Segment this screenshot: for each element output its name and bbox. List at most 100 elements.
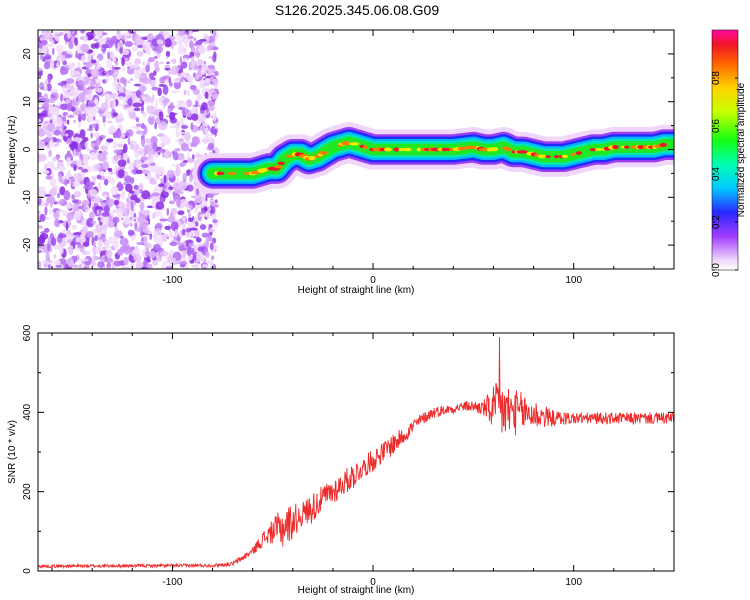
noise-blob: [140, 237, 144, 243]
noise-blob: [172, 257, 177, 266]
noise-blob: [122, 67, 126, 72]
noise-blob: [132, 47, 136, 52]
noise-blob: [184, 131, 191, 141]
noise-blob: [71, 203, 80, 213]
noise-blob: [61, 52, 67, 55]
noise-blob: [162, 84, 169, 95]
noise-blob: [158, 121, 168, 131]
noise-blob: [117, 159, 127, 167]
noise-blob: [171, 66, 175, 75]
noise-blob: [183, 37, 188, 41]
noise-blob: [62, 84, 66, 93]
noise-blob: [168, 231, 173, 238]
noise-blob: [44, 126, 48, 130]
noise-blob: [208, 56, 213, 60]
noise-blob: [127, 136, 131, 145]
noise-blob: [154, 56, 158, 59]
snr-x-tick-label: 0: [370, 577, 376, 588]
noise-blob: [125, 132, 131, 137]
noise-blob: [201, 79, 205, 89]
noise-blob: [66, 119, 70, 125]
noise-blob: [43, 137, 52, 143]
noise-blob: [98, 170, 106, 176]
noise-blob: [55, 264, 63, 268]
noise-blob: [38, 187, 45, 197]
noise-blob: [73, 119, 77, 123]
spectrogram-x-tick-label: -100: [162, 275, 182, 286]
noise-blob: [54, 116, 63, 127]
noise-blob: [78, 166, 83, 170]
noise-blob: [174, 148, 181, 152]
noise-blob: [207, 133, 214, 137]
noise-blob: [211, 255, 215, 261]
noise-blob: [53, 210, 60, 220]
noise-blob: [149, 157, 154, 164]
noise-blob: [197, 246, 205, 252]
noise-blob: [93, 241, 97, 247]
noise-blob: [72, 199, 79, 204]
noise-blob: [208, 136, 213, 144]
noise-blob: [70, 232, 74, 239]
noise-blob: [89, 189, 98, 198]
noise-blob: [89, 106, 97, 117]
noise-blob: [55, 210, 63, 213]
ridge-hotspot: [570, 152, 576, 156]
noise-blob: [176, 197, 181, 208]
noise-blob: [122, 32, 132, 37]
noise-blob: [125, 61, 134, 67]
noise-blob: [113, 260, 122, 267]
noise-blob: [193, 186, 197, 197]
noise-blob: [91, 123, 97, 128]
noise-blob: [93, 33, 97, 37]
noise-blob: [81, 113, 86, 121]
noise-blob: [141, 266, 147, 269]
ridge-hotspot: [349, 142, 360, 146]
noise-blob: [39, 54, 44, 60]
noise-blob: [158, 84, 166, 87]
noise-blob: [80, 30, 86, 34]
noise-blob: [42, 102, 50, 110]
noise-blob: [75, 50, 78, 59]
noise-blob: [156, 39, 164, 45]
spectrogram-y-axis-label: Frequency (Hz): [7, 116, 18, 185]
noise-blob: [183, 89, 187, 96]
noise-blob: [143, 235, 148, 245]
noise-blob: [107, 262, 112, 269]
noise-blob: [103, 70, 112, 74]
noise-blob: [66, 138, 72, 145]
noise-blob: [140, 232, 144, 237]
noise-blob: [127, 66, 131, 70]
noise-blob: [179, 56, 183, 65]
noise-blob: [77, 244, 85, 249]
noise-blob: [89, 102, 96, 107]
noise-blob: [174, 229, 178, 239]
noise-blob: [89, 80, 95, 88]
noise-blob: [67, 169, 71, 177]
noise-blob: [85, 93, 94, 101]
ridge-hotspot: [553, 154, 559, 159]
ridge-hotspot: [575, 151, 583, 155]
noise-blob: [44, 30, 52, 40]
noise-blob: [202, 264, 209, 268]
colorbar: [711, 29, 739, 271]
noise-blob: [85, 147, 91, 152]
colorbar-label: Normalized spectral amplitude: [736, 82, 747, 217]
noise-blob: [157, 166, 165, 175]
noise-blob: [157, 87, 162, 97]
noise-blob: [162, 238, 167, 242]
noise-blob: [108, 168, 113, 173]
noise-blob: [59, 103, 69, 111]
noise-blob: [151, 93, 155, 102]
noise-blob: [142, 43, 150, 51]
snr-ticks: -100 0 100 0 200 400 600: [22, 324, 674, 588]
noise-blob: [77, 79, 84, 87]
noise-blob: [134, 70, 141, 80]
ridge-hotspot: [277, 161, 285, 166]
noise-blob: [70, 175, 74, 186]
noise-blob: [152, 142, 158, 151]
snr-series-line: [38, 336, 674, 570]
noise-blob: [56, 139, 62, 143]
noise-blob: [169, 212, 174, 221]
noise-blob: [166, 169, 175, 179]
